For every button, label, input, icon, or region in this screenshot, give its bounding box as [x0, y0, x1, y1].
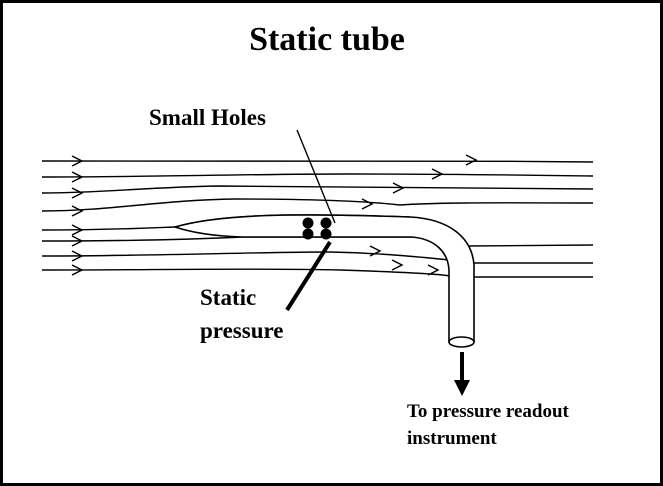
streamline-7 — [41, 251, 451, 261]
arrowhead — [71, 250, 84, 262]
arrowhead — [361, 198, 374, 210]
arrowhead — [392, 182, 405, 194]
small-holes-label: Small Holes — [149, 105, 266, 130]
small-holes-leader — [296, 129, 336, 224]
streamline-5-right — [465, 244, 594, 247]
readout-label-line2: instrument — [407, 428, 497, 449]
static-pressure-label-line2: pressure — [200, 318, 284, 343]
down-arrow-icon — [454, 352, 470, 396]
streamline-4 — [41, 198, 594, 212]
hole — [320, 228, 332, 240]
tube-body — [172, 214, 475, 343]
static-pressure-leader — [285, 240, 332, 312]
readout-label-line1: To pressure readout — [407, 401, 570, 422]
arrowhead — [71, 187, 84, 199]
static-pressure-label-line1: Static — [200, 285, 256, 310]
arrowhead — [427, 264, 440, 276]
arrowhead — [71, 224, 84, 236]
hole — [302, 228, 314, 240]
streamline-1 — [41, 159, 594, 163]
arrowhead — [391, 259, 404, 271]
arrowhead — [71, 235, 84, 247]
streamline-8 — [41, 268, 451, 277]
diagram-title: Static tube — [249, 21, 405, 58]
hole — [302, 217, 314, 229]
arrowhead — [465, 154, 478, 166]
arrowhead — [71, 155, 84, 167]
flow-arrowheads — [71, 154, 478, 276]
arrowhead — [71, 205, 84, 217]
hole — [320, 217, 332, 229]
arrowhead — [431, 168, 444, 180]
tube-outlet — [448, 336, 475, 348]
arrowhead — [369, 245, 382, 257]
small-holes — [302, 217, 332, 240]
static-tube — [172, 214, 475, 348]
arrowhead — [71, 264, 84, 276]
streamline-2 — [41, 173, 594, 178]
streamline-3 — [41, 185, 594, 194]
arrowhead — [71, 171, 84, 183]
